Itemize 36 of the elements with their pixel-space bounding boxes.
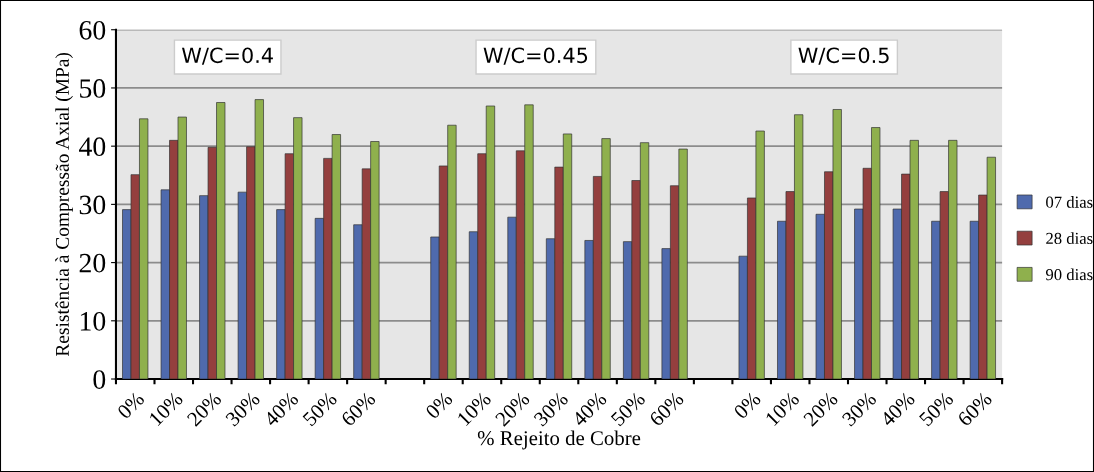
y-tick-label: 40	[79, 137, 106, 157]
annotation: W/C=0.5	[798, 47, 889, 65]
y-tick-label: 30	[79, 195, 106, 215]
y-tick-label: 0	[93, 370, 106, 389]
x-tick-label: 40%	[571, 391, 608, 428]
x-tick-label: 50%	[302, 391, 338, 427]
x-tick-label: 30%	[841, 391, 878, 427]
legend-label: 90 dias	[1045, 268, 1093, 281]
y-tick-label: 60	[79, 20, 106, 40]
x-tick-label: 10%	[148, 391, 184, 427]
x-tick-label: 30%	[533, 391, 569, 427]
x-tick-label: 50%	[918, 391, 955, 427]
annotation: W/C=0.4	[182, 47, 273, 65]
x-tick-label: 20%	[186, 391, 223, 427]
x-tick-label: 20%	[802, 391, 839, 427]
legend-label: 07 dias	[1046, 196, 1093, 208]
x-tick-label: 0%	[424, 391, 454, 420]
x-tick-label: 0%	[116, 391, 146, 420]
annotation: W/C=0.45	[483, 47, 588, 65]
x-tick-label: 60%	[956, 391, 993, 427]
x-tick-label: 10%	[764, 391, 801, 427]
x-axis-title: % Rejeito de Cobre	[477, 430, 641, 450]
x-tick-label: 40%	[879, 391, 916, 428]
legend-label: 28 dias	[1046, 232, 1093, 245]
x-tick-label: 60%	[648, 391, 685, 427]
y-axis-title: Resistência à Compressão Axial (MPa)	[55, 52, 73, 357]
x-tick-label: 60%	[340, 391, 377, 427]
y-tick-label: 50	[80, 79, 106, 98]
y-tick-label: 10	[80, 311, 106, 331]
x-tick-label: 20%	[494, 391, 531, 427]
x-tick-label: 50%	[610, 391, 646, 427]
y-tick-label: 20	[79, 253, 106, 273]
x-tick-label: 10%	[456, 391, 492, 427]
x-tick-label: 40%	[263, 391, 300, 428]
x-tick-label: 0%	[733, 391, 762, 420]
x-tick-label: 30%	[224, 391, 261, 427]
